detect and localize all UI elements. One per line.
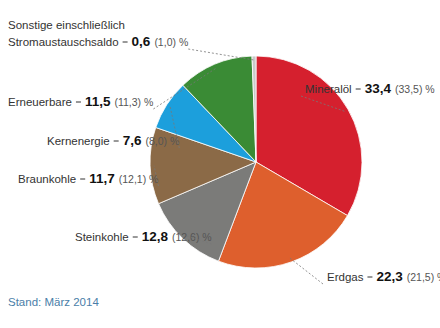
previous-value: (12,6) % xyxy=(172,231,212,243)
slice-label: Erdgas 22,3 (21,5) % xyxy=(327,269,440,284)
dash xyxy=(356,89,361,90)
category-label: Sonstige einschließlichStromaustauschsal… xyxy=(8,19,125,48)
leader-line xyxy=(170,107,179,148)
previous-value: (11,3) % xyxy=(114,96,153,108)
previous-value: (8,0) % xyxy=(145,135,179,147)
value-label: 11,5(11,3) % xyxy=(85,94,153,109)
chart: Mineralöl 33,4(33,5) % Erdgas 22,3 (21,5) % S… xyxy=(0,0,440,328)
value: 11,7 xyxy=(89,171,115,186)
value: 7,6 xyxy=(123,133,142,148)
slice xyxy=(252,56,256,162)
leader-line xyxy=(154,166,158,186)
value-label: 11,7 (12,1) % xyxy=(89,171,158,186)
category-label: Erdgas xyxy=(327,271,364,283)
dash xyxy=(114,141,119,142)
leader-lines xyxy=(153,49,344,284)
leader-line xyxy=(188,49,254,60)
category-label: Kernenergie xyxy=(47,135,110,147)
slice-label: Erneuerbare 11,5(11,3) % xyxy=(8,94,153,109)
value: 33,4 xyxy=(365,81,392,96)
value-label: 12,8(12,6) % xyxy=(142,229,212,244)
slice-label: Mineralöl 33,4(33,5) % xyxy=(305,81,435,96)
dash xyxy=(123,42,128,43)
previous-value: (21,5) % xyxy=(407,271,440,283)
category-label: Steinkohle xyxy=(75,231,129,243)
leader-line xyxy=(301,96,344,111)
annotation: Stand: März 2014 xyxy=(8,296,99,308)
previous-value: (12,1) % xyxy=(119,173,159,185)
slice-label: Braunkohle 11,7 (12,1) % xyxy=(18,171,158,186)
slice xyxy=(183,56,256,162)
value: 12,8 xyxy=(142,229,169,244)
dash xyxy=(80,179,85,180)
labels: Mineralöl 33,4(33,5) % Erdgas 22,3 (21,5) % S… xyxy=(8,19,440,284)
previous-value: (33,5) % xyxy=(395,83,435,95)
leader-line xyxy=(185,236,211,244)
pie xyxy=(150,56,362,268)
value: 0,6 xyxy=(132,34,151,49)
slice-label: Steinkohle 12,8(12,6) % xyxy=(75,229,212,244)
leader-line xyxy=(153,68,216,109)
value-label: 7,6(8,0) % xyxy=(123,133,180,148)
value: 11,5 xyxy=(85,94,111,109)
dash xyxy=(367,277,372,278)
value-label: 0,6(1,0) % xyxy=(132,34,189,49)
value-label: 33,4(33,5) % xyxy=(365,81,435,96)
category-label: Erneuerbare xyxy=(8,96,72,108)
dash xyxy=(76,102,81,103)
category-label: Mineralöl xyxy=(305,83,352,95)
category-label: Braunkohle xyxy=(18,173,76,185)
dash xyxy=(133,237,138,238)
value-label: 22,3 (21,5) % xyxy=(376,269,440,284)
leader-line xyxy=(290,258,323,284)
value: 22,3 xyxy=(376,269,403,284)
slice-label: Kernenergie 7,6(8,0) % xyxy=(47,133,179,148)
slice-label: Sonstige einschließlichStromaustauschsal… xyxy=(8,19,188,49)
previous-value: (1,0) % xyxy=(154,36,188,48)
